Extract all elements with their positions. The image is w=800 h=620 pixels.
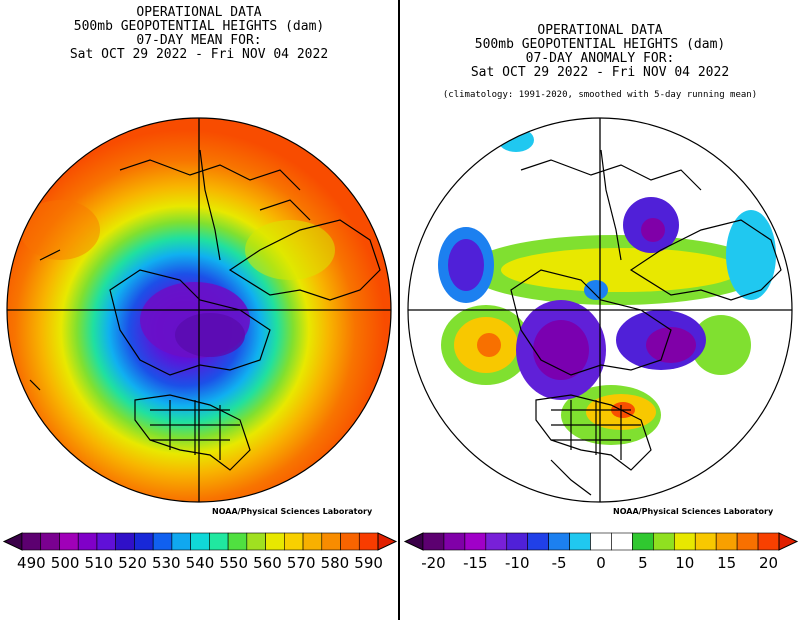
mean-colorbar-swatch [115, 532, 135, 551]
mean-colorbar-label: 580 [320, 554, 350, 572]
mean-colorbar [2, 532, 398, 551]
mean-colorbar-left-arrow [2, 532, 23, 551]
anomaly-colorbar-swatch [673, 532, 696, 551]
anomaly-panel: OPERATIONAL DATA 500mb GEOPOTENTIAL HEIG… [401, 0, 799, 620]
mean-colorbar-swatch [340, 532, 360, 551]
anomaly-colorbar-swatch [632, 532, 654, 551]
left-title-line-4: Sat OCT 29 2022 - Fri NOV 04 2022 [69, 47, 329, 62]
mean-colorbar-label: 550 [219, 554, 249, 572]
mean-colorbar-swatch [321, 532, 341, 551]
anomaly-colorbar-label: -5 [551, 554, 567, 572]
anomaly-colorbar-swatch [757, 532, 780, 551]
pacific-ridge [20, 200, 100, 260]
anomaly-colorbar-swatch [506, 532, 529, 551]
anomaly-colorbar-swatch [694, 532, 717, 551]
anomaly-colorbar-swatch [736, 532, 759, 551]
neg-anomaly-canada-core [533, 320, 589, 380]
mean-colorbar-swatch [40, 532, 60, 551]
mean-map-border [6, 117, 392, 503]
mean-colorbar-label: 590 [354, 554, 383, 572]
mean-colorbar-swatch [358, 532, 379, 551]
pos-anomaly-band-core [501, 248, 741, 292]
mean-height-panel: OPERATIONAL DATA 500mb GEOPOTENTIAL HEIG… [0, 0, 398, 620]
mean-colorbar-label: 530 [151, 554, 181, 572]
mean-colorbar-label: 540 [185, 554, 215, 572]
mean-colorbar-label: 490 [17, 554, 46, 572]
anomaly-colorbar-label: 10 [675, 554, 695, 572]
anomaly-colorbar-label: -15 [463, 554, 488, 572]
mean-colorbar-swatch [152, 532, 173, 551]
mean-colorbar-swatch [77, 532, 98, 551]
anomaly-colorbar-label: -20 [421, 554, 446, 572]
pos-anomaly-europe [691, 315, 751, 375]
anomaly-map-border [407, 117, 793, 503]
mean-colorbar-swatch [302, 532, 323, 551]
anomaly-colorbar-swatch [590, 532, 612, 551]
mean-colorbar-swatch [265, 532, 285, 551]
neg-anomaly-asia [726, 210, 776, 300]
mean-colorbar-swatch [227, 532, 248, 551]
right-title-line-3: 07-DAY ANOMALY FOR: [525, 51, 675, 66]
mean-colorbar-swatch [284, 532, 304, 551]
anomaly-colorbar-swatch [569, 532, 591, 551]
mean-colorbar-swatch [209, 532, 229, 551]
left-title-line-2: 500mb GEOPOTENTIAL HEIGHTS (dam) [73, 19, 325, 34]
anomaly-map [403, 117, 799, 551]
mean-height-map [2, 117, 398, 551]
right-subtitle: (climatology: 1991-2020, smoothed with 5… [442, 90, 758, 100]
mean-colorbar-label: 500 [50, 554, 80, 572]
mean-colorbar-label: 510 [84, 554, 114, 572]
anomaly-colorbar-swatch [715, 532, 738, 551]
mean-colorbar-label: 570 [286, 554, 316, 572]
anomaly-colorbar-swatch [548, 532, 570, 551]
anomaly-colorbar [403, 532, 799, 551]
left-title-line-1: OPERATIONAL DATA [136, 5, 262, 20]
vortex-core [175, 313, 245, 357]
anomaly-colorbar-label: 5 [638, 554, 648, 572]
anomaly-colorbar-left-arrow [403, 532, 424, 551]
anomaly-colorbar-swatch [422, 532, 445, 551]
mean-colorbar-label: 520 [118, 554, 147, 572]
anomaly-colorbar-right-arrow [778, 532, 799, 551]
right-credit: NOAA/Physical Sciences Laboratory [613, 507, 774, 516]
neg-anomaly-siberia-core [641, 218, 665, 242]
neg-anomaly-greenland-core [646, 327, 696, 363]
anomaly-colorbar-swatch [527, 532, 549, 551]
anomaly-colorbar-swatch [653, 532, 675, 551]
mean-colorbar-swatch [59, 532, 79, 551]
asia-trough [245, 220, 335, 280]
mean-colorbar-swatch [96, 532, 116, 551]
mean-colorbar-swatch [21, 532, 42, 551]
right-title-line-1: OPERATIONAL DATA [537, 23, 663, 38]
anomaly-colorbar-swatch [443, 532, 466, 551]
mean-colorbar-right-arrow [377, 532, 398, 551]
mean-colorbar-swatch [246, 532, 266, 551]
left-credit: NOAA/Physical Sciences Laboratory [212, 507, 373, 516]
anomaly-colorbar-swatch [464, 532, 487, 551]
anomaly-colorbar-swatch [611, 532, 633, 551]
mean-colorbar-swatch [171, 532, 191, 551]
neg-anomaly-small [584, 280, 608, 300]
mean-colorbar-swatch [190, 532, 210, 551]
anomaly-colorbar-swatch [485, 532, 508, 551]
anomaly-colorbar-label: -10 [504, 554, 530, 572]
anomaly-colorbar-label: 20 [758, 554, 779, 572]
mean-colorbar-label: 560 [253, 554, 282, 572]
anomaly-colorbar-label: 0 [596, 554, 606, 572]
mean-colorbar-swatch [134, 532, 154, 551]
right-title-line-4: Sat OCT 29 2022 - Fri NOV 04 2022 [470, 65, 730, 80]
panel-divider [398, 0, 400, 620]
neg-anomaly-bering-core [448, 239, 484, 291]
left-title-line-3: 07-DAY MEAN FOR: [136, 33, 262, 48]
pos-anomaly-pacific-max [477, 333, 501, 357]
right-title-line-2: 500mb GEOPOTENTIAL HEIGHTS (dam) [474, 37, 726, 52]
anomaly-colorbar-label: 15 [717, 554, 737, 572]
